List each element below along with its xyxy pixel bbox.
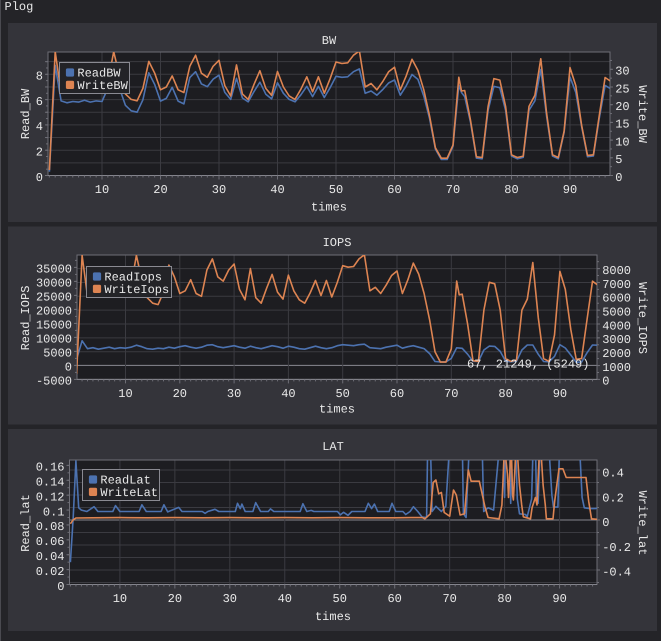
- svg-text:5: 5: [615, 153, 622, 167]
- svg-text:WriteIops: WriteIops: [104, 283, 169, 297]
- svg-text:0.06: 0.06: [36, 535, 65, 549]
- svg-text:1000: 1000: [602, 361, 631, 375]
- svg-text:90: 90: [552, 592, 566, 606]
- svg-text:3000: 3000: [602, 333, 631, 347]
- svg-text:60: 60: [387, 183, 401, 197]
- svg-text:20: 20: [615, 100, 629, 114]
- svg-text:BW: BW: [322, 34, 337, 48]
- svg-text:0.02: 0.02: [36, 565, 65, 579]
- svg-text:10: 10: [113, 592, 127, 606]
- svg-text:35000: 35000: [36, 263, 72, 277]
- svg-text:15: 15: [615, 118, 629, 132]
- svg-text:times: times: [311, 201, 347, 215]
- svg-text:LAT: LAT: [322, 440, 344, 454]
- svg-text:0.14: 0.14: [36, 476, 65, 490]
- svg-text:-0.4: -0.4: [602, 566, 631, 580]
- svg-text:10: 10: [118, 387, 132, 401]
- svg-text:Write_lat: Write_lat: [635, 491, 649, 556]
- svg-text:7000: 7000: [602, 278, 631, 292]
- svg-text:10: 10: [615, 135, 629, 149]
- svg-text:25: 25: [615, 82, 629, 96]
- svg-text:40: 40: [270, 183, 284, 197]
- svg-text:6000: 6000: [602, 292, 631, 306]
- svg-text:ReadIops: ReadIops: [104, 271, 162, 285]
- svg-text:0.1: 0.1: [43, 505, 65, 519]
- svg-text:30: 30: [223, 592, 237, 606]
- svg-text:0: 0: [602, 516, 609, 530]
- svg-text:90: 90: [563, 183, 577, 197]
- svg-text:80: 80: [504, 183, 518, 197]
- svg-text:60: 60: [387, 592, 401, 606]
- svg-text:Read_lat: Read_lat: [19, 494, 33, 552]
- svg-text:-0.2: -0.2: [602, 541, 631, 555]
- svg-text:0: 0: [602, 375, 609, 389]
- svg-text:times: times: [319, 403, 355, 417]
- svg-text:Read_BW: Read_BW: [19, 88, 33, 139]
- svg-text:5000: 5000: [602, 305, 631, 319]
- svg-text:50: 50: [329, 183, 343, 197]
- svg-text:0.16: 0.16: [36, 461, 65, 475]
- svg-text:40: 40: [281, 387, 295, 401]
- svg-text:WriteLat: WriteLat: [100, 486, 158, 500]
- svg-text:30: 30: [615, 65, 629, 79]
- svg-text:20: 20: [168, 592, 182, 606]
- svg-text:25000: 25000: [36, 291, 72, 305]
- svg-text:15000: 15000: [36, 319, 72, 333]
- svg-text:2000: 2000: [602, 347, 631, 361]
- svg-text:20000: 20000: [36, 305, 72, 319]
- svg-text:ReadBW: ReadBW: [77, 67, 121, 81]
- svg-text:0.2: 0.2: [602, 491, 624, 505]
- svg-text:4: 4: [36, 120, 43, 134]
- svg-text:70: 70: [446, 183, 460, 197]
- svg-text:70: 70: [444, 387, 458, 401]
- svg-text:0: 0: [36, 171, 43, 185]
- svg-text:Write_BW: Write_BW: [635, 85, 649, 143]
- svg-text:20: 20: [173, 387, 187, 401]
- svg-text:50: 50: [333, 592, 347, 606]
- svg-text:-5000: -5000: [36, 375, 72, 389]
- svg-text:67, 21249, (5249): 67, 21249, (5249): [467, 358, 589, 372]
- svg-text:50: 50: [335, 387, 349, 401]
- svg-text:IOPS: IOPS: [323, 236, 352, 250]
- svg-text:ReadLat: ReadLat: [100, 474, 150, 488]
- svg-text:0.04: 0.04: [36, 550, 65, 564]
- svg-text:0.4: 0.4: [602, 467, 624, 481]
- svg-text:80: 80: [498, 387, 512, 401]
- svg-text:8: 8: [36, 70, 43, 84]
- svg-text:WriteBW: WriteBW: [77, 79, 128, 93]
- svg-text:60: 60: [390, 387, 404, 401]
- svg-text:Plog: Plog: [5, 0, 34, 14]
- svg-text:30000: 30000: [36, 277, 72, 291]
- svg-text:2: 2: [36, 146, 43, 160]
- svg-text:20: 20: [153, 183, 167, 197]
- svg-text:10000: 10000: [36, 333, 72, 347]
- svg-text:0.08: 0.08: [36, 520, 65, 534]
- svg-text:6: 6: [36, 95, 43, 109]
- svg-text:0: 0: [615, 171, 622, 185]
- svg-text:Read_IOPS: Read_IOPS: [19, 286, 33, 351]
- svg-text:30: 30: [212, 183, 226, 197]
- svg-text:0: 0: [57, 580, 64, 594]
- svg-text:0.12: 0.12: [36, 490, 65, 504]
- svg-text:70: 70: [442, 592, 456, 606]
- svg-text:8000: 8000: [602, 264, 631, 278]
- svg-text:10: 10: [95, 183, 109, 197]
- svg-text:5000: 5000: [43, 347, 72, 361]
- svg-text:40: 40: [278, 592, 292, 606]
- svg-text:0: 0: [65, 361, 72, 375]
- svg-text:Write_IOPS: Write_IOPS: [635, 282, 649, 354]
- svg-text:30: 30: [227, 387, 241, 401]
- svg-text:times: times: [315, 610, 351, 624]
- svg-text:80: 80: [497, 592, 511, 606]
- svg-text:90: 90: [553, 387, 567, 401]
- svg-text:4000: 4000: [602, 319, 631, 333]
